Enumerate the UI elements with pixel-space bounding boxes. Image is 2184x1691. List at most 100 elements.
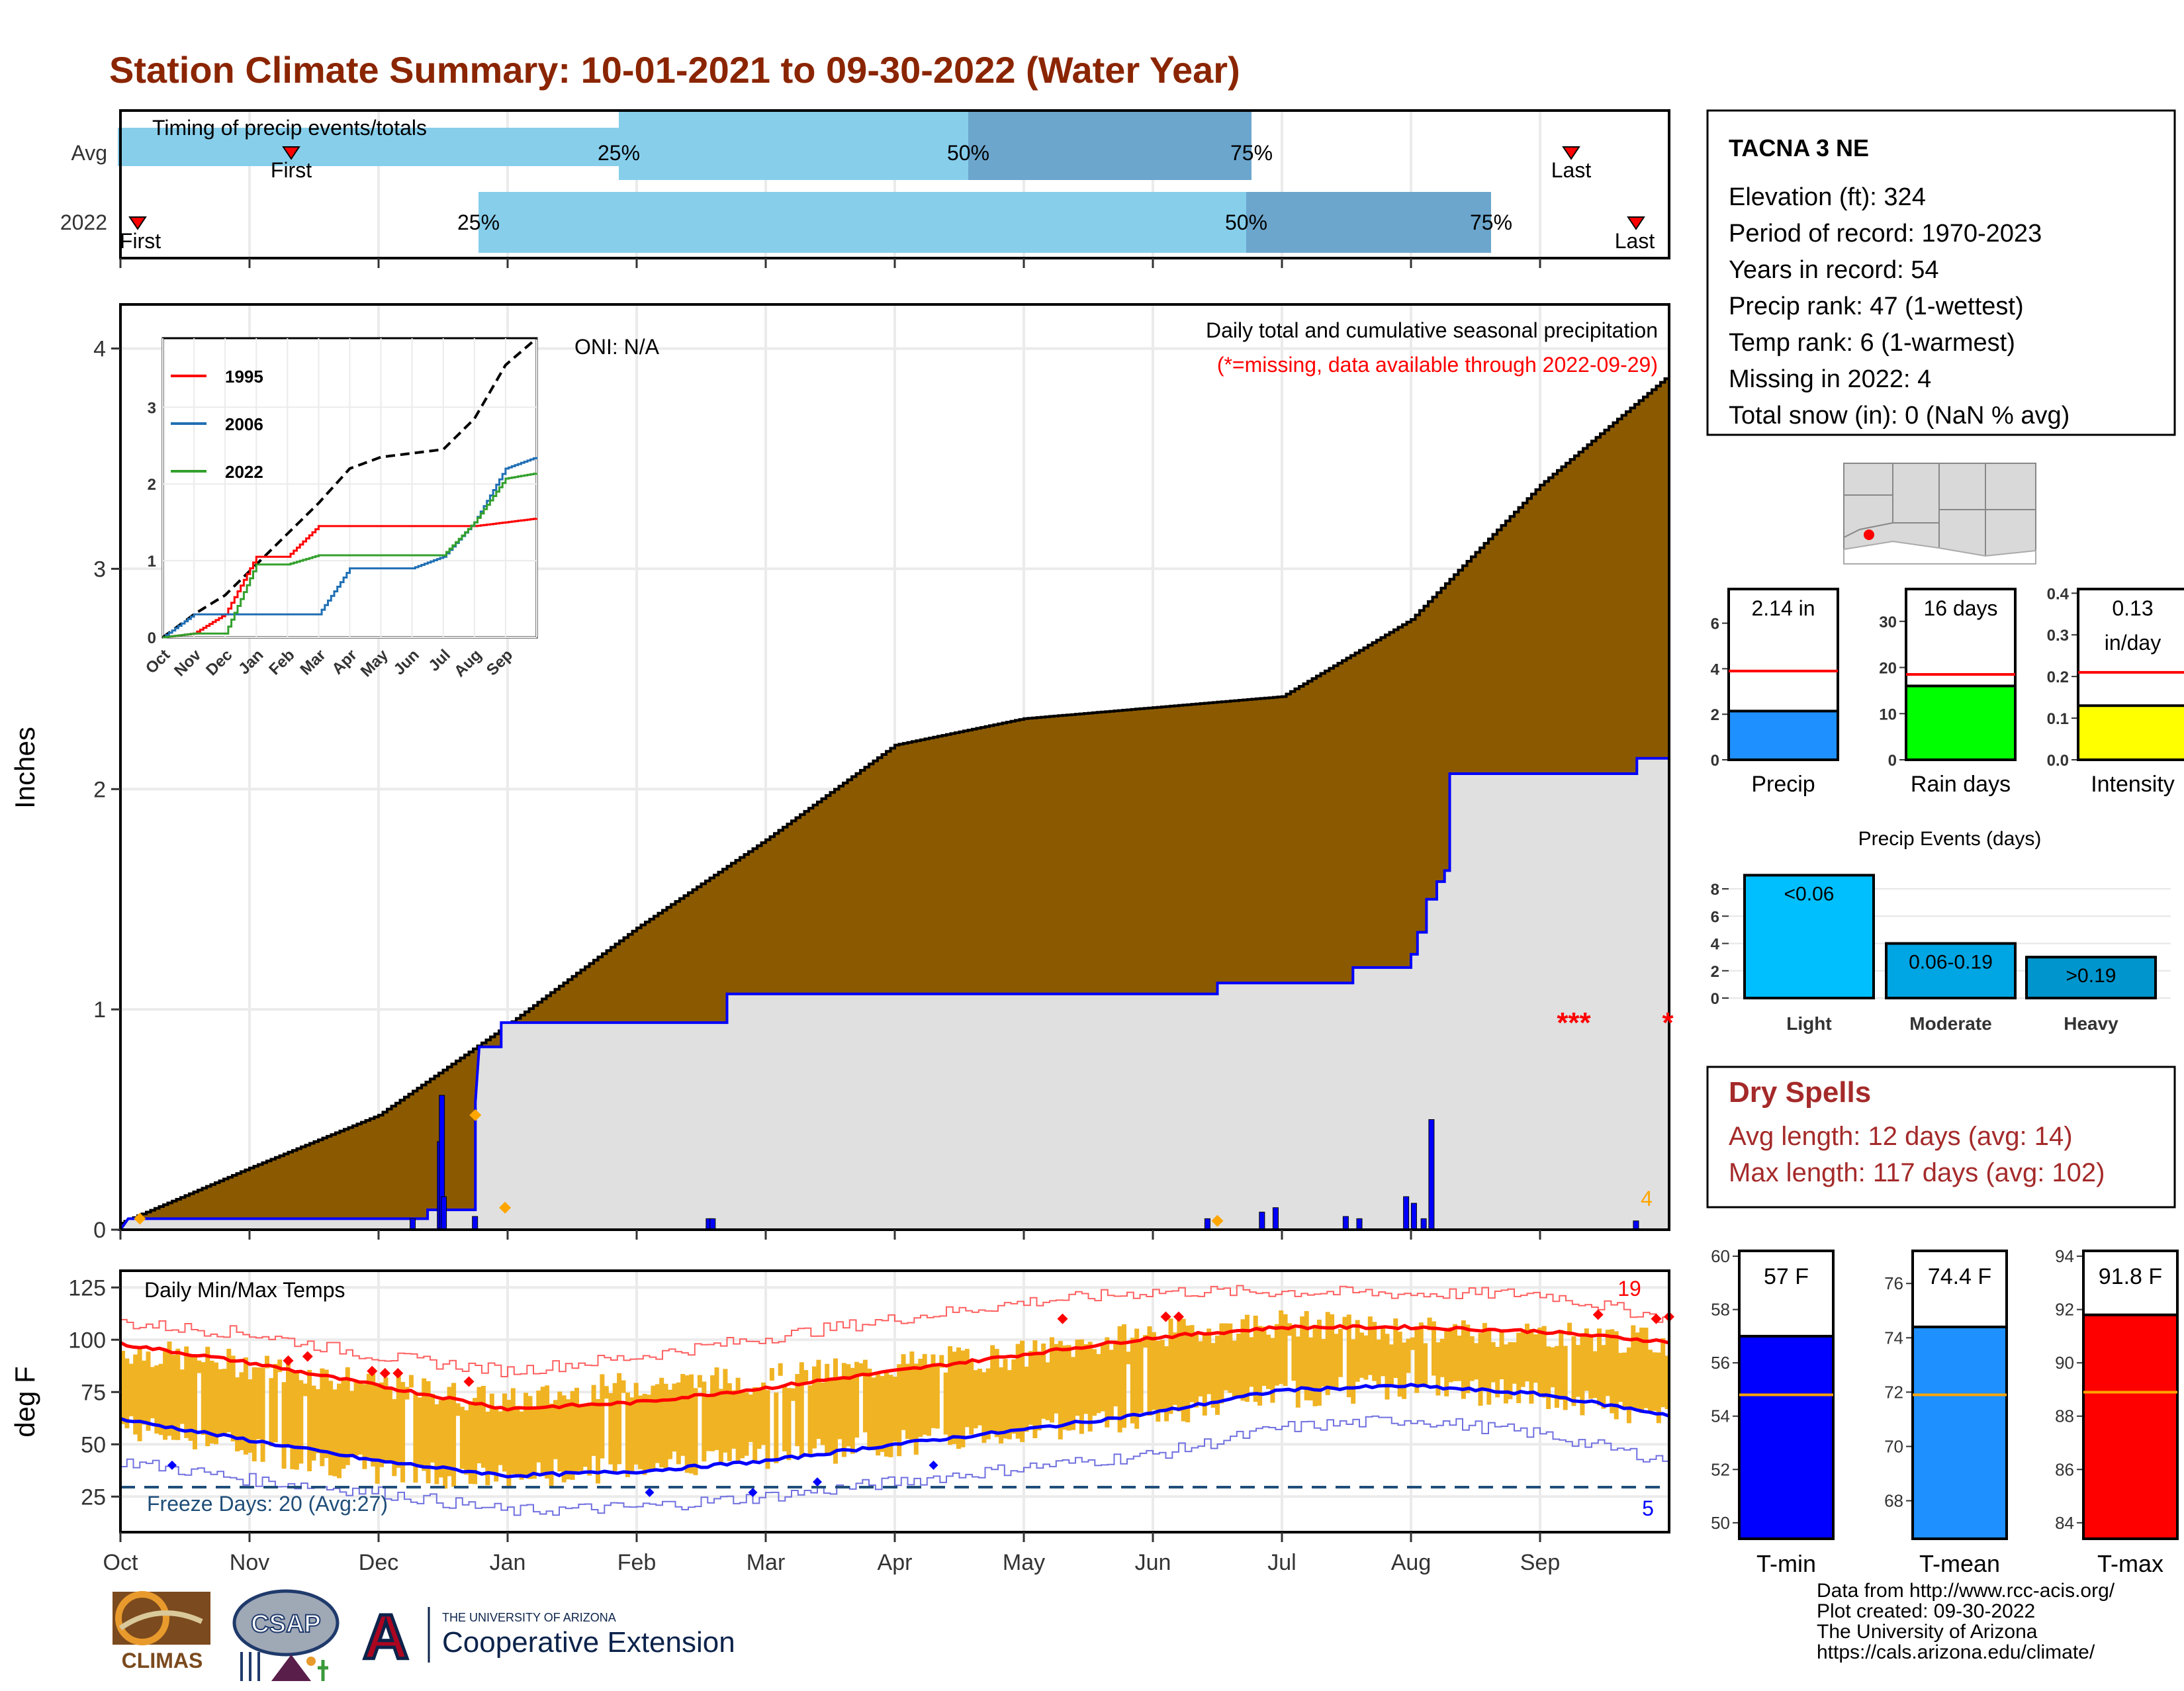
daily-temp-bar — [489, 1393, 494, 1475]
daily-temp-bar — [328, 1381, 334, 1476]
precip-event-value: 0.06-0.19 — [1909, 952, 1993, 974]
mini-precip-y-tick-label: 0.3 — [2047, 627, 2069, 645]
daily-temp-bar — [277, 1359, 283, 1373]
daily-temp-bar — [477, 1387, 482, 1463]
daily-temp-bar — [265, 1355, 269, 1369]
precip-event-label: Light — [1786, 1013, 1831, 1034]
daily-temp-bar — [209, 1360, 214, 1444]
mini-precip-y-tick-label: 0.4 — [2047, 585, 2070, 603]
daily-temp-bar — [888, 1375, 893, 1457]
daily-temp-bar — [740, 1392, 745, 1459]
daily-temp-bar — [1474, 1343, 1479, 1380]
daily-temp-bar — [1312, 1324, 1318, 1406]
station-info-box: TACNA 3 NE Elevation (ft): 324 Period of … — [1706, 109, 2176, 436]
daily-temp-bar — [884, 1370, 889, 1457]
ua-block-a: A — [363, 1602, 408, 1672]
daily-temp-bar — [545, 1385, 550, 1479]
inset-month-label: May — [357, 646, 392, 681]
daily-temp-bar — [876, 1374, 881, 1456]
daily-temp-bar — [1130, 1338, 1135, 1424]
daily-temp-bar — [697, 1375, 702, 1388]
daily-temp-bar — [1330, 1314, 1335, 1390]
daily-temp-bar — [1351, 1339, 1356, 1404]
daily-temp-bar — [1453, 1324, 1457, 1381]
daily-temp-bar — [260, 1367, 265, 1462]
daily-temp-bar — [226, 1348, 232, 1433]
daily-temp-bar — [269, 1378, 274, 1447]
daily-temp-bar — [655, 1384, 660, 1463]
daily-temp-bar — [426, 1381, 431, 1484]
daily-temp-bar — [1626, 1347, 1631, 1424]
mini-precip-label: Precip — [1751, 772, 1815, 797]
events-y-tick-label: 8 — [1711, 881, 1719, 899]
cold-days-count: 5 — [1642, 1496, 1654, 1520]
daily-precip-bar — [1410, 1203, 1417, 1230]
station-info-line: Period of record: 1970-2023 — [1729, 220, 2042, 248]
mini-temp-y-tick-label: 94 — [2055, 1246, 2074, 1266]
daily-temp-bar — [167, 1342, 172, 1436]
daily-temp-bar — [1388, 1344, 1394, 1385]
daily-temp-bar — [1664, 1355, 1670, 1410]
csap-logo-text: CSAP — [251, 1610, 321, 1638]
daily-temp-bar — [973, 1370, 978, 1429]
daily-temp-bar — [833, 1358, 838, 1464]
record-high-diamond — [463, 1376, 475, 1387]
mini-precip-y-tick-label: 30 — [1879, 614, 1897, 631]
daily-temp-bar — [1266, 1334, 1271, 1389]
daily-temp-bar — [790, 1388, 796, 1401]
daily-temp-bar — [1618, 1353, 1623, 1402]
daily-temp-bar — [1172, 1332, 1177, 1405]
events-y-tick-label: 2 — [1711, 963, 1719, 981]
precip-ylabel: Inches — [9, 727, 40, 809]
event-diamond — [1211, 1214, 1224, 1227]
daily-temp-bar — [1181, 1318, 1186, 1422]
daily-temp-bar — [1402, 1342, 1407, 1399]
daily-temp-bar — [867, 1368, 872, 1448]
inset-line-1995 — [163, 518, 538, 639]
daily-temp-bar — [1334, 1334, 1339, 1389]
daily-temp-bar — [994, 1349, 999, 1438]
daily-temp-bar — [927, 1366, 932, 1436]
missing-data-marks: *** — [1557, 1007, 1591, 1039]
daily-temp-bar — [519, 1411, 524, 1480]
daily-temp-bar — [1376, 1340, 1381, 1386]
daily-temp-bar — [922, 1353, 927, 1435]
daily-temp-bar — [1533, 1334, 1538, 1383]
daily-temp-bar — [1504, 1344, 1508, 1404]
daily-temp-bar — [1308, 1337, 1314, 1400]
map-mexico-region — [1843, 540, 2036, 565]
daily-temp-bar — [1147, 1326, 1152, 1416]
daily-temp-bar — [1321, 1339, 1326, 1387]
daily-temp-bar — [413, 1392, 418, 1483]
footer-line: Plot created: 09-30-2022 — [1817, 1600, 2036, 1622]
oni-label: ONI: N/A — [574, 335, 660, 359]
daily-temp-bar — [566, 1399, 571, 1480]
precip-event-label: Heavy — [2064, 1013, 2118, 1034]
daily-temp-bar — [400, 1382, 406, 1483]
daily-temp-bar — [485, 1411, 490, 1486]
daily-temp-bar — [778, 1363, 783, 1376]
daily-temp-bar — [1601, 1345, 1606, 1409]
daily-temp-bar — [651, 1385, 656, 1470]
mini-temp-y-tick-label: 88 — [2055, 1406, 2074, 1426]
daily-temp-bar — [1385, 1334, 1390, 1400]
daily-temp-bar — [1232, 1340, 1237, 1399]
daily-temp-bar — [1631, 1325, 1636, 1408]
mini-temp-bar — [2082, 1313, 2179, 1540]
mini-precip-y-tick-label: 20 — [1879, 660, 1897, 678]
mini-precip-y-tick-label: 0.0 — [2047, 752, 2069, 770]
mini-precip-value: 0.13 — [2112, 596, 2153, 620]
dry-spells-title: Dry Spells — [1729, 1076, 1871, 1109]
daily-temp-bar — [1062, 1345, 1068, 1430]
daily-temp-bar — [1516, 1332, 1522, 1404]
daily-temp-bar — [1457, 1336, 1462, 1381]
daily-temp-bar — [731, 1390, 737, 1449]
event-diamond — [469, 1109, 482, 1121]
daily-temp-bar — [985, 1368, 991, 1440]
month-label: Sep — [1520, 1550, 1561, 1575]
daily-temp-bar — [934, 1364, 940, 1429]
daily-temp-bar — [1168, 1318, 1173, 1414]
mini-precip-value: 2.14 in — [1751, 596, 1815, 620]
daily-temp-bar — [693, 1388, 698, 1475]
